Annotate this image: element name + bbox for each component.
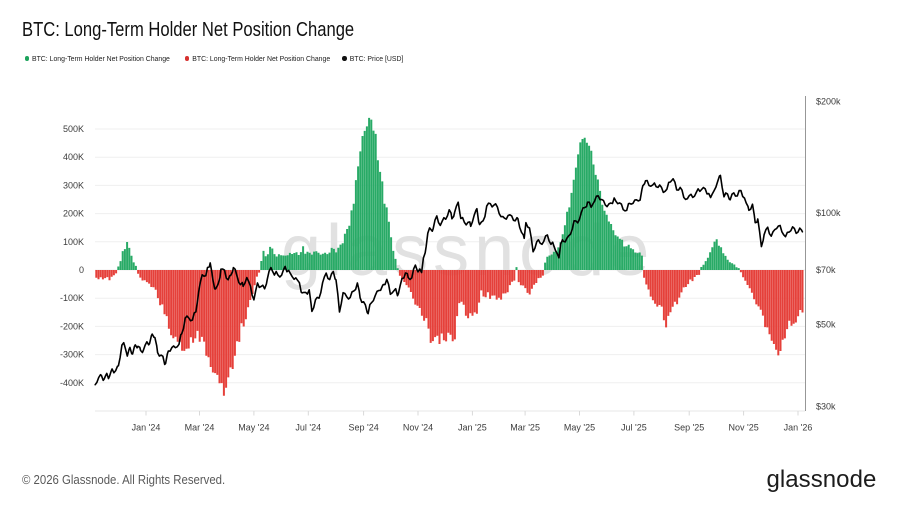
svg-text:$30k: $30k xyxy=(816,401,836,411)
svg-text:0: 0 xyxy=(79,265,84,275)
svg-text:-300K: -300K xyxy=(60,350,84,360)
svg-text:Jan '25: Jan '25 xyxy=(458,423,487,433)
svg-text:100K: 100K xyxy=(63,237,84,247)
svg-text:Jan '24: Jan '24 xyxy=(132,423,161,433)
svg-text:Sep '25: Sep '25 xyxy=(674,423,704,433)
svg-text:400K: 400K xyxy=(63,152,84,162)
svg-text:Nov '25: Nov '25 xyxy=(728,423,758,433)
svg-text:$200k: $200k xyxy=(816,97,841,107)
svg-text:-200K: -200K xyxy=(60,321,84,331)
svg-text:May '24: May '24 xyxy=(238,423,269,433)
svg-text:$50k: $50k xyxy=(816,319,836,329)
svg-text:$70k: $70k xyxy=(816,265,836,275)
svg-text:-100K: -100K xyxy=(60,293,84,303)
svg-text:200K: 200K xyxy=(63,209,84,219)
svg-text:Jul '24: Jul '24 xyxy=(295,423,321,433)
svg-text:Sep '24: Sep '24 xyxy=(348,423,378,433)
svg-text:May '25: May '25 xyxy=(564,423,595,433)
svg-text:$100k: $100k xyxy=(816,208,841,218)
svg-text:500K: 500K xyxy=(63,124,84,134)
svg-text:-400K: -400K xyxy=(60,378,84,388)
svg-text:Jul '25: Jul '25 xyxy=(621,423,647,433)
svg-text:Nov '24: Nov '24 xyxy=(403,423,433,433)
svg-text:Mar '25: Mar '25 xyxy=(510,423,540,433)
svg-text:300K: 300K xyxy=(63,180,84,190)
svg-text:Mar '24: Mar '24 xyxy=(185,423,215,433)
svg-text:Jan '26: Jan '26 xyxy=(784,423,813,433)
